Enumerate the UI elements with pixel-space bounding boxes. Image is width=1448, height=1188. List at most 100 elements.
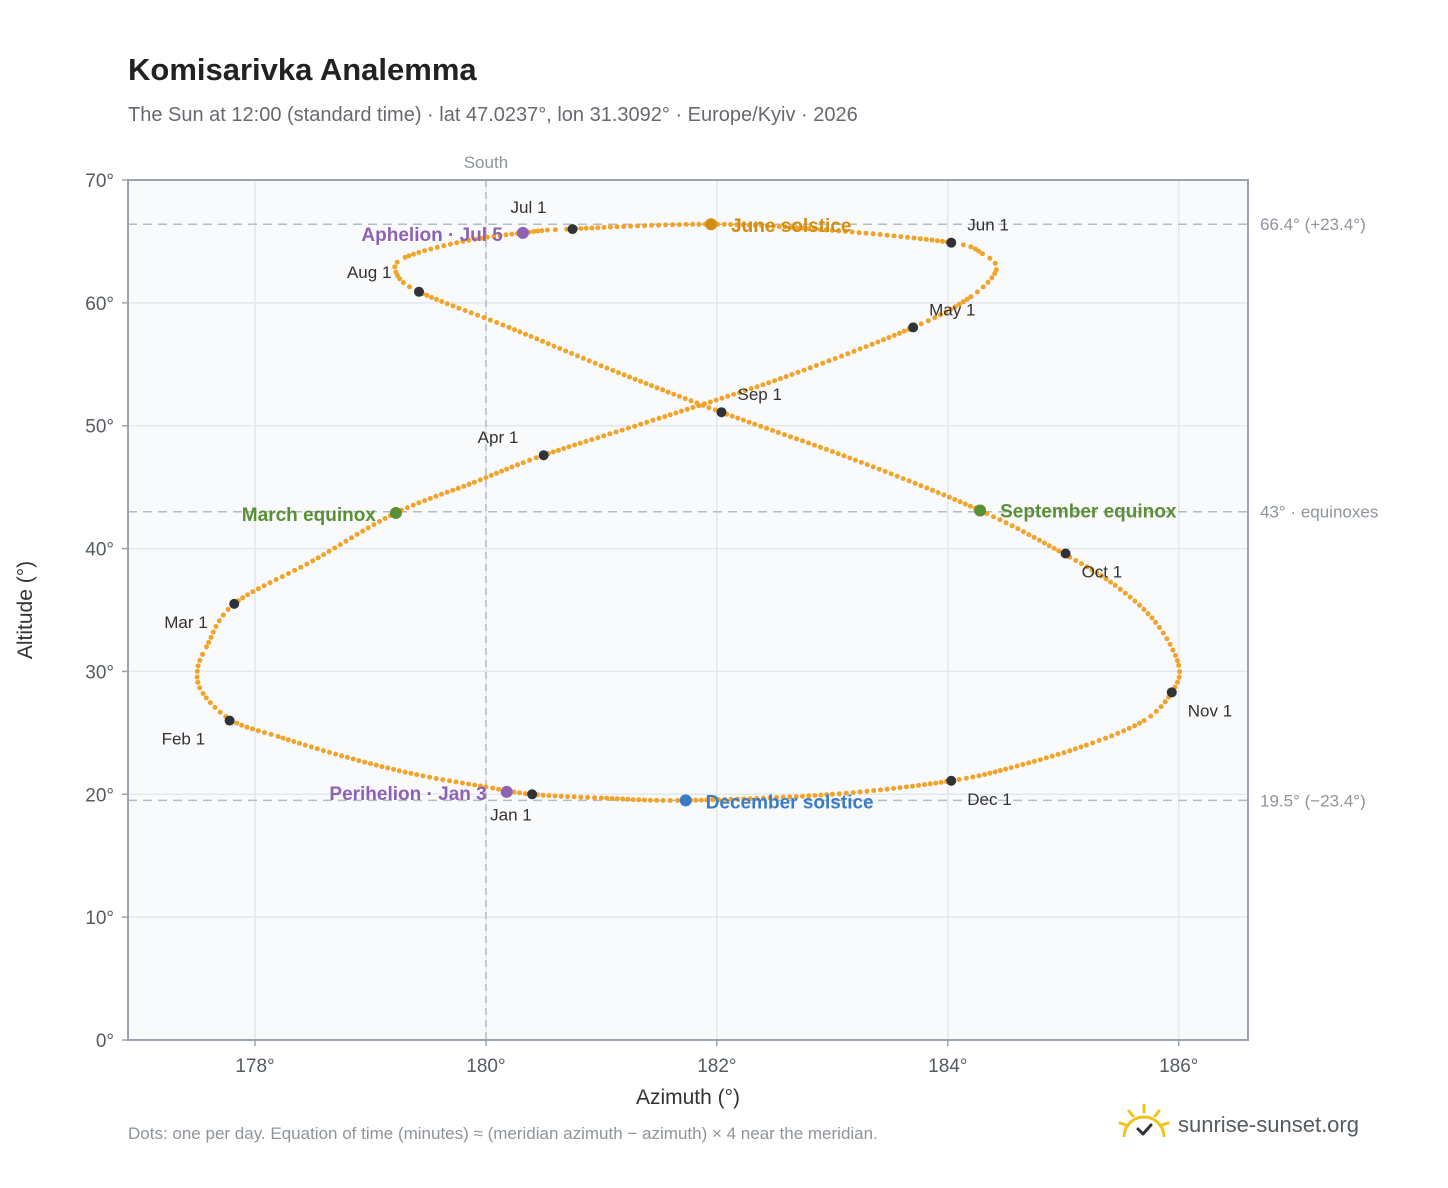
daily-sun-dot xyxy=(683,221,689,227)
daily-sun-dot xyxy=(333,751,339,757)
daily-sun-dot xyxy=(1153,708,1159,714)
plot-background xyxy=(128,180,1248,1040)
daily-sun-dot xyxy=(836,228,842,234)
month-marker-label: Apr 1 xyxy=(478,428,519,447)
daily-sun-dot xyxy=(1051,545,1057,551)
daily-sun-dot xyxy=(1061,750,1067,756)
daily-sun-dot xyxy=(466,781,472,787)
daily-sun-dot xyxy=(343,538,349,544)
event-marker-label: Perihelion · Jan 3 xyxy=(329,784,486,805)
daily-sun-dot xyxy=(414,772,420,778)
daily-sun-dot xyxy=(952,304,958,310)
daily-sun-dot xyxy=(734,222,740,228)
daily-sun-dot xyxy=(478,235,484,241)
daily-sun-dot xyxy=(929,237,935,243)
daily-sun-dot xyxy=(207,700,213,706)
x-tick-label: 180° xyxy=(466,1056,505,1077)
daily-sun-dot xyxy=(632,376,638,382)
daily-sun-dot xyxy=(350,756,356,762)
reference-line-label: 43° · equinoxes xyxy=(1260,503,1378,522)
daily-sun-dot xyxy=(760,382,766,388)
daily-sun-dot xyxy=(684,406,690,412)
daily-sun-dot xyxy=(927,781,933,787)
daily-sun-dot xyxy=(679,408,684,414)
daily-sun-dot xyxy=(1094,570,1100,576)
event-marker-label: March equinox xyxy=(242,505,377,526)
daily-sun-dot xyxy=(882,469,888,474)
daily-sun-dot xyxy=(392,264,398,270)
y-tick-label: 20° xyxy=(85,785,114,806)
daily-sun-dot xyxy=(210,629,216,635)
daily-sun-dot xyxy=(1031,534,1037,540)
month-marker-dot xyxy=(946,775,957,786)
daily-sun-dot xyxy=(948,306,954,312)
daily-sun-dot xyxy=(601,433,607,439)
daily-sun-dot xyxy=(539,228,545,234)
daily-sun-dot xyxy=(213,624,219,629)
daily-sun-dot xyxy=(566,444,572,450)
chart-title: Komisarivka Analemma xyxy=(128,52,477,87)
daily-sun-dot xyxy=(829,227,835,233)
daily-sun-dot xyxy=(371,522,377,528)
daily-sun-dot xyxy=(793,794,799,799)
daily-sun-dot xyxy=(262,730,267,735)
daily-sun-dot xyxy=(441,243,447,249)
daily-sun-dot xyxy=(982,772,988,777)
daily-sun-dot xyxy=(585,794,591,800)
daily-sun-dot xyxy=(400,280,406,286)
daily-sun-dot xyxy=(654,797,660,803)
reference-lines: South 66.4° (+23.4°) 43° · equinoxes 19.5° … xyxy=(128,153,1378,1040)
daily-sun-dot xyxy=(240,595,246,601)
daily-sun-dot xyxy=(456,305,462,311)
daily-sun-dot xyxy=(812,793,818,798)
daily-sun-dot xyxy=(444,489,450,495)
daily-sun-dot xyxy=(565,794,571,800)
daily-sun-dot xyxy=(997,517,1003,523)
daily-sun-dot xyxy=(891,332,897,338)
daily-sun-dot xyxy=(1073,558,1079,563)
daily-sun-dot xyxy=(782,224,788,230)
daily-sun-dot xyxy=(728,222,734,227)
daily-sun-dot xyxy=(824,792,830,798)
daily-sun-dot xyxy=(665,389,671,395)
daily-sun-dot xyxy=(315,555,321,561)
daily-sun-dot xyxy=(675,798,681,803)
daily-sun-dot xyxy=(780,794,786,800)
daily-sun-dot xyxy=(1083,742,1089,748)
daily-sun-dot xyxy=(812,226,817,232)
daily-sun-dot xyxy=(1176,674,1182,680)
daily-sun-dot xyxy=(820,360,826,366)
daily-sun-dot xyxy=(956,777,962,782)
daily-sun-dot xyxy=(781,432,787,438)
daily-sun-dot xyxy=(362,759,368,765)
daily-sun-dot xyxy=(903,784,909,790)
daily-sun-dot xyxy=(339,753,344,759)
daily-sun-dot xyxy=(578,794,584,800)
daily-sun-dot xyxy=(472,782,478,788)
daily-sun-dot xyxy=(933,780,939,786)
daily-sun-dot xyxy=(1177,669,1183,675)
daily-sun-dot xyxy=(1015,526,1021,532)
daily-sun-dot xyxy=(595,435,601,441)
footnote: Dots: one per day. Equation of time (min… xyxy=(128,1124,878,1143)
daily-sun-dot xyxy=(812,442,817,448)
daily-sun-dot xyxy=(722,797,728,802)
daily-sun-dot xyxy=(918,321,924,327)
daily-sun-dot xyxy=(483,784,489,790)
month-marker-dot xyxy=(229,598,240,609)
daily-sun-dot xyxy=(845,351,851,357)
brand-logo[interactable]: sunrise-sunset.org xyxy=(1118,1100,1359,1150)
daily-sun-dot xyxy=(410,502,416,508)
daily-sun-dot xyxy=(725,393,731,399)
daily-sun-dot xyxy=(273,577,279,583)
daily-sun-dot xyxy=(667,412,673,418)
daily-sun-dot xyxy=(783,374,789,380)
daily-sun-dot xyxy=(546,793,552,799)
daily-sun-dot xyxy=(826,358,832,364)
daily-sun-dot xyxy=(552,793,558,799)
daily-sun-dot xyxy=(244,724,250,730)
daily-sun-dot xyxy=(1090,740,1096,746)
daily-sun-dot xyxy=(411,251,416,257)
daily-sun-dot xyxy=(195,663,201,669)
daily-sun-dot xyxy=(910,783,915,789)
